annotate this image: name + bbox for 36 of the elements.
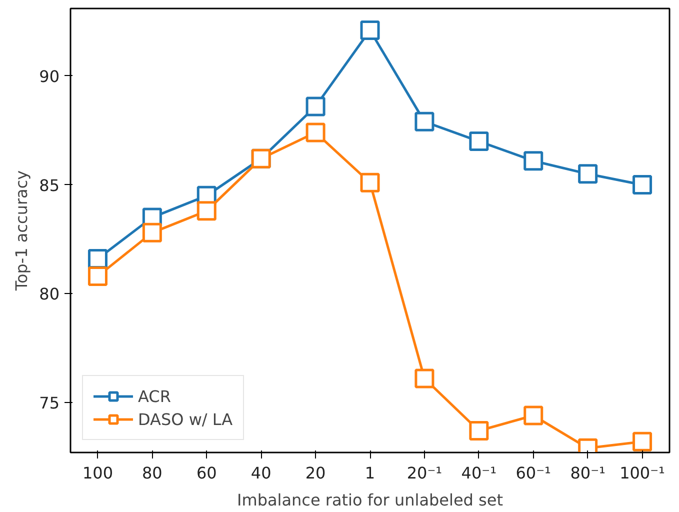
y-tick-label: 85: [39, 176, 60, 195]
point: [360, 172, 380, 192]
point: [306, 96, 326, 116]
x-tick-label: 60: [196, 464, 217, 482]
point: [88, 266, 108, 286]
y-tick-label: 90: [39, 66, 60, 86]
legend-label: DASO w/ LA: [138, 410, 233, 428]
x-tick-label: 40: [250, 464, 272, 482]
point: [414, 112, 434, 132]
point: [414, 368, 434, 388]
legend-label: ACR: [138, 386, 171, 406]
point: [524, 406, 544, 426]
point: [360, 20, 380, 40]
point: [306, 122, 326, 142]
point: [469, 132, 489, 152]
x-tick-label: 60⁻¹: [516, 464, 551, 482]
point: [578, 164, 598, 184]
x-tick-label: 100: [82, 464, 114, 482]
y-tick-label: 75: [39, 393, 60, 412]
x-tick-label: 40⁻¹: [461, 464, 497, 482]
point: [469, 420, 489, 440]
x-tick-label: 80: [142, 464, 162, 482]
point: [196, 201, 216, 221]
point: [142, 222, 162, 242]
x-axis-title: Imbalance ratio for unlabeled set: [237, 490, 503, 510]
point: [524, 151, 544, 171]
point: [632, 175, 652, 195]
x-tick-label: 20⁻¹: [406, 464, 442, 482]
x-tick-label: 100⁻¹: [620, 464, 665, 482]
y-tick-label: 80: [39, 284, 60, 304]
x-tick-label: 80⁻¹: [570, 464, 606, 482]
x-tick-label: 20: [305, 464, 326, 482]
x-tick-label: 1: [364, 464, 376, 482]
y-axis-title: Top-1 accuracy: [12, 170, 32, 292]
point: [88, 249, 108, 269]
point: [632, 432, 652, 452]
